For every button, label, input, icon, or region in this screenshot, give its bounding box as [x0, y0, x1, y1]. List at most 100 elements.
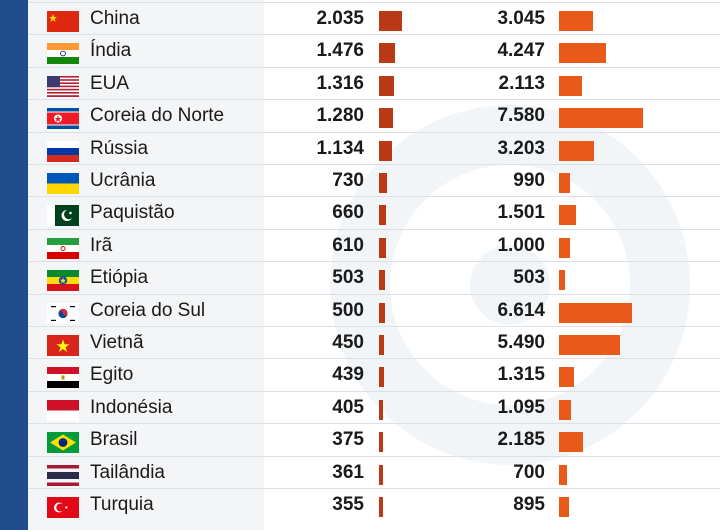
bar-a — [379, 270, 385, 291]
value-a-label: 439 — [332, 364, 364, 386]
table-row: China 2.035 3.045 — [28, 2, 720, 35]
kr-flag — [47, 302, 79, 324]
ir-flag — [47, 237, 79, 259]
country-name: Vietnã — [90, 332, 144, 353]
pk-flag — [47, 205, 79, 227]
eg-flag — [47, 367, 79, 389]
bar-b — [559, 11, 593, 31]
bar-a — [379, 302, 385, 323]
vn-flag — [47, 335, 79, 356]
country-name: Paquistão — [90, 202, 175, 224]
table-row: Irã 610 1.000 — [28, 228, 720, 262]
value-b-label: 1.000 — [497, 234, 545, 256]
bar-a — [379, 399, 384, 420]
table-row: Turquia 355 895 — [28, 488, 720, 521]
table-row: Coreia do Sul 500 6.614 — [28, 293, 720, 327]
table-row: Vietnã 450 5.490 — [28, 326, 720, 359]
value-a-label: 450 — [332, 332, 364, 353]
bar-a — [379, 140, 392, 161]
bar-b — [559, 140, 595, 161]
left-accent-strip — [0, 0, 28, 530]
kp-flag — [47, 108, 79, 130]
bar-a — [379, 432, 384, 453]
table-row: Brasil 375 2.185 — [28, 423, 720, 456]
country-name: EUA — [90, 72, 130, 94]
value-a-label: 361 — [332, 461, 364, 483]
bar-a — [379, 497, 383, 517]
table-row: Paquistão 660 1.501 — [28, 196, 720, 229]
watermark-icon — [330, 105, 690, 465]
country-name: Indonésia — [90, 396, 173, 418]
value-b-label: 1.095 — [497, 396, 545, 418]
value-a-label: 660 — [332, 202, 364, 224]
country-name: Índia — [90, 40, 132, 62]
value-a-label: 1.316 — [316, 72, 364, 94]
value-a-label: 2.035 — [316, 8, 364, 29]
bar-b — [559, 205, 576, 226]
value-b-label: 6.614 — [497, 299, 545, 321]
bar-b — [559, 270, 565, 291]
value-b-label: 2.185 — [497, 429, 545, 451]
value-b-label: 503 — [513, 267, 545, 289]
value-b-label: 3.203 — [497, 137, 545, 159]
bar-b — [559, 367, 574, 388]
value-b-label: 2.113 — [498, 72, 546, 94]
value-a-label: 405 — [332, 396, 364, 418]
bar-b — [559, 399, 572, 420]
us-flag — [47, 75, 79, 97]
table-row: EUA 1.316 2.113 — [28, 66, 720, 100]
value-a-label: 503 — [332, 267, 364, 289]
country-name: Egito — [90, 364, 134, 386]
table-row: Indonésia 405 1.095 — [28, 390, 720, 424]
country-name: China — [90, 8, 140, 29]
country-name: Etiópia — [90, 267, 149, 289]
bar-a — [379, 108, 394, 129]
bar-a — [379, 464, 383, 485]
value-a-label: 500 — [332, 299, 364, 321]
value-b-label: 990 — [513, 170, 545, 191]
bar-a — [379, 237, 386, 258]
th-flag — [47, 464, 79, 486]
value-b-label: 5.490 — [497, 332, 545, 353]
bar-b — [559, 464, 567, 485]
bar-a — [379, 335, 384, 355]
country-name: Irã — [90, 234, 113, 256]
bar-b — [559, 237, 571, 258]
country-name: Brasil — [90, 429, 138, 451]
country-name: Ucrânia — [90, 170, 156, 191]
value-a-label: 375 — [332, 429, 364, 451]
bar-b — [559, 432, 584, 453]
bar-a — [379, 75, 394, 96]
bar-a — [379, 367, 384, 388]
bar-b — [559, 43, 607, 64]
et-flag — [47, 270, 79, 292]
table-row: Rússia 1.134 3.203 — [28, 131, 720, 165]
tr-flag — [47, 497, 79, 518]
id-flag — [47, 399, 79, 421]
country-name: Tailândia — [90, 461, 165, 483]
value-a-label: 1.476 — [316, 40, 364, 62]
value-b-label: 4.247 — [497, 40, 545, 62]
table-row: Índia 1.476 4.247 — [28, 34, 720, 67]
bar-b — [559, 335, 620, 355]
bar-b — [559, 108, 643, 129]
country-name: Coreia do Sul — [90, 299, 206, 321]
bar-a — [379, 205, 387, 226]
value-a-label: 355 — [332, 494, 364, 515]
bar-a — [379, 43, 396, 64]
value-b-label: 700 — [513, 461, 545, 483]
value-a-label: 1.134 — [316, 137, 364, 159]
bar-b — [559, 302, 633, 323]
value-a-label: 1.280 — [316, 105, 364, 127]
table-row: Ucrânia 730 990 — [28, 164, 720, 197]
ua-flag — [47, 173, 79, 194]
value-a-label: 610 — [332, 234, 364, 256]
value-a-label: 730 — [332, 170, 364, 191]
value-b-label: 1.501 — [497, 202, 545, 224]
country-name: Turquia — [90, 494, 154, 515]
value-b-label: 7.580 — [497, 105, 545, 127]
bar-a — [379, 173, 388, 193]
value-b-label: 1.315 — [497, 364, 545, 386]
value-b-label: 895 — [513, 494, 545, 515]
table-row: Tailândia 361 700 — [28, 455, 720, 489]
